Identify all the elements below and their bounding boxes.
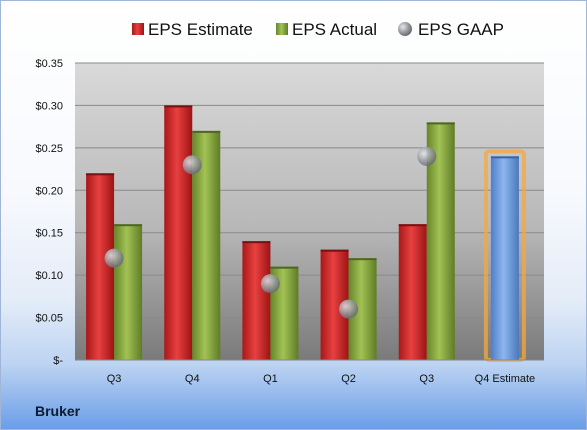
legend: EPS Estimate EPS Actual EPS GAAP	[132, 20, 504, 39]
bar-eps-actual	[114, 224, 143, 360]
y-tick-label: $0.10	[35, 270, 63, 282]
bar-eps-estimate	[164, 105, 193, 360]
point-eps-gaap	[339, 299, 359, 319]
y-tick-label: $0.20	[35, 185, 63, 197]
legend-label-gaap: EPS GAAP	[418, 20, 504, 39]
point-eps-gaap	[182, 155, 202, 175]
y-axis-ticks: $0.35 $0.30 $0.25 $0.20 $0.15 $0.10 $0.05 $-	[35, 58, 63, 367]
bar-eps-estimate	[242, 241, 271, 360]
bar-eps-q4-estimate	[490, 156, 519, 360]
point-eps-gaap	[260, 274, 280, 294]
legend-label-estimate: EPS Estimate	[148, 20, 253, 39]
bars	[86, 105, 519, 361]
point-eps-gaap	[104, 248, 124, 268]
legend-label-actual: EPS Actual	[292, 20, 377, 39]
bar-eps-actual-cap	[270, 266, 299, 269]
legend-swatch-estimate	[132, 23, 144, 35]
x-tick-label: Q3	[419, 373, 434, 385]
bar-eps-q4-estimate-cap	[490, 156, 519, 159]
y-tick-label: $0.35	[35, 58, 63, 70]
plot-area	[75, 63, 544, 360]
bar-eps-estimate	[398, 224, 427, 360]
bar-eps-actual-cap	[114, 224, 143, 227]
x-axis-ticks: Q3 Q4 Q1 Q2 Q3 Q4 Estimate	[107, 373, 535, 385]
y-tick-label: $0.15	[35, 228, 63, 240]
y-tick-label: $0.30	[35, 100, 63, 112]
bar-eps-actual-cap	[348, 258, 377, 261]
point-eps-gaap	[417, 146, 437, 166]
x-tick-label: Q2	[341, 373, 356, 385]
legend-swatch-gaap	[398, 22, 412, 36]
x-tick-label: Q1	[263, 373, 278, 385]
bar-eps-actual-cap	[192, 130, 221, 133]
y-tick-label: $0.25	[35, 143, 63, 155]
gaap-points	[104, 146, 437, 319]
bar-eps-estimate-cap	[164, 105, 193, 108]
bar-eps-actual-cap	[426, 122, 455, 125]
company-name: Bruker	[35, 403, 81, 419]
bar-eps-estimate-cap	[86, 173, 115, 176]
bar-eps-estimate-cap	[320, 249, 349, 252]
bar-eps-estimate-cap	[398, 224, 427, 227]
x-tick-label: Q3	[107, 373, 122, 385]
y-tick-label: $-	[53, 355, 63, 367]
bar-eps-estimate	[86, 173, 115, 360]
bar-eps-estimate-cap	[242, 241, 271, 244]
x-tick-label: Q4 Estimate	[475, 373, 536, 385]
legend-swatch-actual	[276, 23, 288, 35]
x-tick-label: Q4	[185, 373, 200, 385]
gridlines	[75, 62, 544, 319]
y-tick-label: $0.05	[35, 313, 63, 325]
